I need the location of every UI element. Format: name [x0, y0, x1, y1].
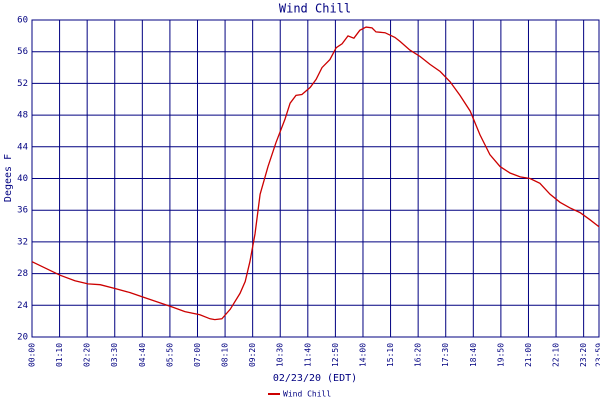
- x-tick-label: 19:50: [496, 343, 505, 367]
- x-tick-label: 05:50: [165, 343, 174, 367]
- x-axis-label: 02/23/20 (EDT): [273, 373, 357, 384]
- y-tick-label: 40: [17, 174, 28, 184]
- y-tick-label: 56: [17, 47, 28, 57]
- y-tick-label: 32: [17, 237, 28, 247]
- x-tick-label: 10:30: [276, 343, 285, 367]
- x-tick-label: 12:50: [331, 343, 340, 367]
- x-tick-label: 04:40: [138, 343, 147, 367]
- x-tick-label: 23:20: [579, 343, 588, 367]
- x-tick-label: 17:30: [441, 343, 450, 367]
- chart-title: Wind Chill: [279, 2, 351, 16]
- y-tick-label: 52: [17, 79, 28, 89]
- y-tick-label: 20: [17, 333, 28, 343]
- x-tick-label: 22:10: [552, 343, 561, 367]
- x-tick-label: 07:00: [193, 343, 202, 367]
- x-tick-label: 08:10: [221, 343, 230, 367]
- x-tick-label: 01:10: [55, 343, 64, 367]
- x-tick-label: 21:00: [524, 343, 533, 367]
- y-tick-label: 48: [17, 111, 28, 121]
- x-tick-label: 11:40: [303, 343, 312, 367]
- x-tick-label: 16:20: [414, 343, 423, 367]
- y-tick-label: 24: [17, 301, 28, 311]
- plot-border: [31, 19, 600, 338]
- x-tick-label: 18:40: [469, 343, 478, 367]
- line: [31, 26, 600, 321]
- legend-label: Wind Chill: [283, 390, 331, 399]
- x-tick-label: 00:00: [28, 343, 37, 367]
- x-tick-label: 23:59: [595, 343, 600, 367]
- x-tick-label: 03:30: [110, 343, 119, 367]
- y-axis-label: Degees F: [3, 154, 14, 202]
- x-tick-label: 02:20: [83, 343, 92, 367]
- x-tick-label: 09:20: [248, 343, 257, 367]
- x-tick-label: 15:10: [386, 343, 395, 367]
- y-tick-label: 60: [17, 16, 28, 26]
- y-tick-label: 44: [17, 142, 28, 152]
- y-tick-label: 28: [17, 269, 28, 279]
- y-tick-label: 36: [17, 206, 28, 216]
- x-tick-label: 14:00: [358, 343, 367, 367]
